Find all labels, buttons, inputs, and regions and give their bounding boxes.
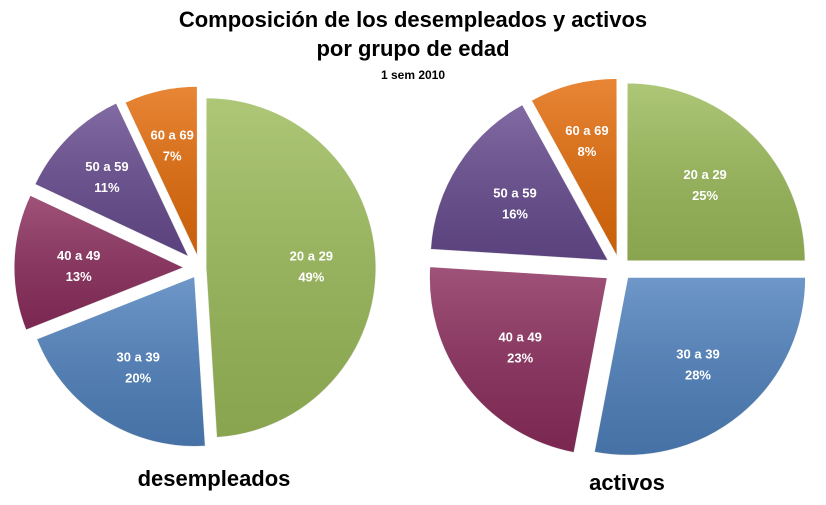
pie-slice-shade-20-a-29: [627, 82, 806, 261]
slice-category-label-40-a-49: 40 a 49: [498, 329, 541, 344]
slice-category-label-50-a-59: 50 a 59: [85, 159, 128, 174]
slice-value-label-60-a-69: 7%: [163, 148, 182, 163]
slice-category-label-40-a-49: 40 a 49: [57, 248, 100, 263]
pie-slice-shade-40-a-49: [14, 195, 185, 331]
slice-category-label-50-a-59: 50 a 59: [493, 185, 536, 200]
chart-subtitle: 1 sem 2010: [380, 68, 446, 82]
slice-category-label-30-a-39: 30 a 39: [676, 346, 719, 361]
slice-value-label-50-a-59: 11%: [94, 180, 120, 195]
chart-title-line1: Composición de los desempleados y activo…: [178, 7, 648, 32]
pie-caption: activos: [589, 470, 665, 495]
slice-value-label-40-a-49: 13%: [66, 269, 92, 284]
slice-value-label-60-a-69: 8%: [578, 144, 597, 159]
slice-value-label-20-a-29: 25%: [692, 188, 718, 203]
pie-caption: desempleados: [138, 466, 291, 491]
slice-value-label-30-a-39: 28%: [685, 367, 711, 382]
slice-value-label-40-a-49: 23%: [507, 350, 533, 365]
pie-slice-shade-40-a-49: [429, 266, 608, 453]
pie-slice-shade-30-a-39: [594, 277, 806, 456]
slice-category-label-60-a-69: 60 a 69: [150, 127, 193, 142]
slice-category-label-20-a-29: 20 a 29: [683, 167, 726, 182]
slice-category-label-20-a-29: 20 a 29: [290, 249, 333, 264]
pie-slice-shade-30-a-39: [36, 276, 206, 447]
pie-activos: 20 a 29 25% 30 a 39 28% 40 a 49 23% 50 a 59 16%…: [428, 77, 807, 495]
slice-value-label-20-a-29: 49%: [298, 270, 324, 285]
pie-slice-shade-50-a-59: [430, 104, 609, 261]
slice-category-label-30-a-39: 30 a 39: [116, 349, 159, 364]
slice-value-label-50-a-59: 16%: [502, 206, 528, 221]
pie-slice-shade-60-a-69: [531, 78, 618, 257]
slice-value-label-30-a-39: 20%: [125, 370, 151, 385]
pie-desempleados: 20 a 29 49% 30 a 39 20% 40 a 49 13% 50 a 59 11%…: [13, 85, 377, 491]
slice-category-label-60-a-69: 60 a 69: [565, 123, 608, 138]
pie-slice-shade-60-a-69: [124, 86, 198, 257]
pie-slice-shade-20-a-29: [205, 97, 376, 438]
chart-title-line2: por grupo de edad: [316, 36, 510, 61]
pie-slice-shade-50-a-59: [34, 102, 189, 257]
